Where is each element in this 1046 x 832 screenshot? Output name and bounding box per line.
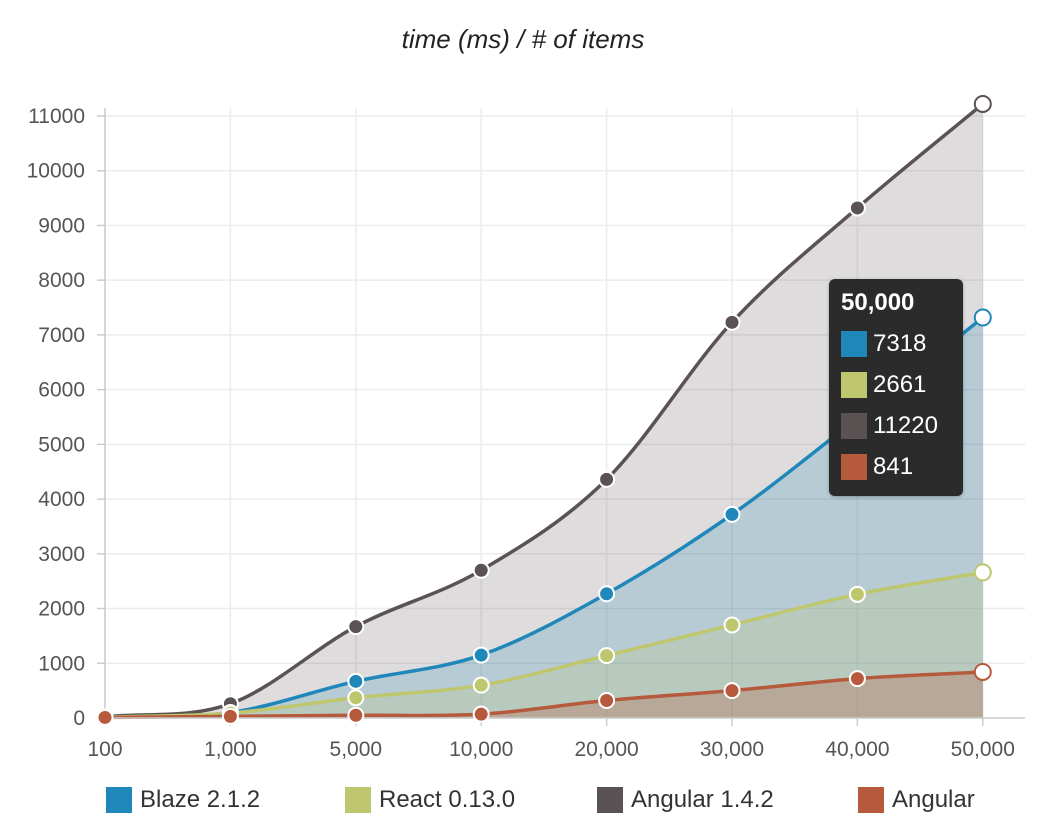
x-tick-label: 10,000 bbox=[449, 738, 513, 761]
y-tick-label: 5000 bbox=[38, 433, 85, 456]
area-chart: 0 1000 2000 3000 4000 5000 6000 7000 8000 9000 100… bbox=[27, 94, 1025, 761]
point-react-0-13-0[interactable] bbox=[973, 563, 992, 582]
point-angular[interactable] bbox=[96, 708, 114, 726]
tooltip-value-angular: 841 bbox=[873, 452, 914, 480]
axes bbox=[97, 108, 1025, 726]
point-angular[interactable] bbox=[598, 691, 616, 709]
point-blaze-2-1-2[interactable] bbox=[472, 646, 490, 664]
point-angular[interactable] bbox=[221, 707, 239, 725]
y-tick-label: 1000 bbox=[38, 652, 85, 675]
point-angular-1-4-2[interactable] bbox=[598, 470, 616, 488]
point-blaze-2-1-2[interactable] bbox=[598, 585, 616, 603]
tooltip-value-react: 2661 bbox=[873, 370, 927, 398]
grid bbox=[104, 108, 1025, 719]
x-tick-label: 30,000 bbox=[700, 738, 764, 761]
y-tick-label: 11000 bbox=[28, 105, 85, 128]
line-angular-1-4-2 bbox=[104, 102, 984, 719]
x-tick-label: 40,000 bbox=[825, 738, 889, 761]
y-tick-label: 2000 bbox=[38, 598, 85, 621]
point-blaze-2-1-2[interactable] bbox=[723, 505, 741, 523]
tooltip-swatch-react bbox=[841, 371, 867, 398]
point-react-0-13-0[interactable] bbox=[723, 616, 741, 634]
tooltip-row-angular: 841 bbox=[841, 446, 963, 487]
tooltip-row-angular-142: 11220 bbox=[841, 405, 963, 446]
point-react-0-13-0[interactable] bbox=[472, 676, 490, 694]
y-tick-label: 0 bbox=[73, 707, 85, 730]
y-tick-label: 9000 bbox=[38, 214, 85, 237]
legend-swatch-blaze bbox=[106, 787, 132, 813]
x-tick-label: 1,000 bbox=[204, 738, 257, 761]
line-react-0-13-0 bbox=[104, 570, 984, 719]
legend-label-angular-142: Angular 1.4.2 bbox=[631, 786, 774, 813]
hover-tooltip: 50,000 7318 2661 11220 841 bbox=[829, 279, 963, 496]
point-blaze-2-1-2[interactable] bbox=[347, 672, 365, 690]
point-angular-1-4-2[interactable] bbox=[472, 561, 490, 579]
legend-label-react: React 0.13.0 bbox=[379, 786, 516, 813]
legend-label-blaze: Blaze 2.1.2 bbox=[140, 786, 261, 813]
area-angular-1-4-2 bbox=[105, 103, 983, 718]
legend-swatch-angular bbox=[858, 787, 884, 813]
tooltip-value-angular-142: 11220 bbox=[873, 411, 938, 439]
point-blaze-2-1-2[interactable] bbox=[973, 308, 992, 327]
legend-label-angular: Angular bbox=[892, 786, 975, 813]
series-points[interactable] bbox=[96, 94, 992, 726]
point-angular-1-4-2[interactable] bbox=[848, 199, 866, 217]
tooltip-row-react: 2661 bbox=[841, 364, 963, 405]
legend-item-react[interactable]: React 0.13.0 bbox=[345, 786, 515, 814]
x-tick-label: 20,000 bbox=[574, 738, 638, 761]
legend-item-angular[interactable]: Angular bbox=[858, 786, 975, 814]
chart-legend: Blaze 2.1.2 React 0.13.0 Angular 1.4.2 A… bbox=[0, 786, 1046, 820]
legend-item-angular-142[interactable]: Angular 1.4.2 bbox=[597, 786, 774, 814]
y-tick-label: 8000 bbox=[38, 269, 85, 292]
area-angular bbox=[105, 671, 983, 718]
area-react-0-13-0 bbox=[105, 572, 983, 718]
point-angular[interactable] bbox=[973, 662, 992, 681]
tooltip-swatch-angular bbox=[841, 453, 867, 480]
x-tick-label: 5,000 bbox=[330, 738, 383, 761]
y-tick-label: 3000 bbox=[38, 543, 85, 566]
legend-swatch-angular-142 bbox=[597, 787, 623, 813]
point-angular-1-4-2[interactable] bbox=[347, 618, 365, 636]
x-tick-label: 50,000 bbox=[951, 738, 1015, 761]
y-tick-label: 10000 bbox=[27, 160, 85, 183]
y-tick-label: 4000 bbox=[38, 488, 85, 511]
point-angular[interactable] bbox=[848, 670, 866, 688]
point-react-0-13-0[interactable] bbox=[848, 585, 866, 603]
x-tick-label: 100 bbox=[87, 738, 122, 761]
tooltip-row-blaze: 7318 bbox=[841, 323, 963, 364]
point-angular-1-4-2[interactable] bbox=[973, 94, 992, 113]
point-angular[interactable] bbox=[347, 706, 365, 724]
chart-title: time (ms) / # of items bbox=[401, 24, 645, 54]
tooltip-title: 50,000 bbox=[841, 289, 915, 316]
tooltip-swatch-blaze bbox=[841, 330, 867, 357]
tick-labels: 0 1000 2000 3000 4000 5000 6000 7000 8000 9000 100… bbox=[27, 105, 1015, 761]
tooltip-value-blaze: 7318 bbox=[873, 329, 927, 357]
point-angular-1-4-2[interactable] bbox=[723, 313, 741, 331]
legend-swatch-react bbox=[345, 787, 371, 813]
legend-item-blaze[interactable]: Blaze 2.1.2 bbox=[106, 786, 260, 814]
tooltip-swatch-angular-142 bbox=[841, 412, 867, 439]
y-tick-label: 6000 bbox=[38, 379, 85, 402]
point-angular[interactable] bbox=[472, 705, 490, 723]
line-angular bbox=[104, 670, 983, 720]
point-react-0-13-0[interactable] bbox=[347, 689, 365, 707]
y-tick-label: 7000 bbox=[38, 324, 85, 347]
point-react-0-13-0[interactable] bbox=[598, 647, 616, 665]
point-angular[interactable] bbox=[723, 682, 741, 700]
